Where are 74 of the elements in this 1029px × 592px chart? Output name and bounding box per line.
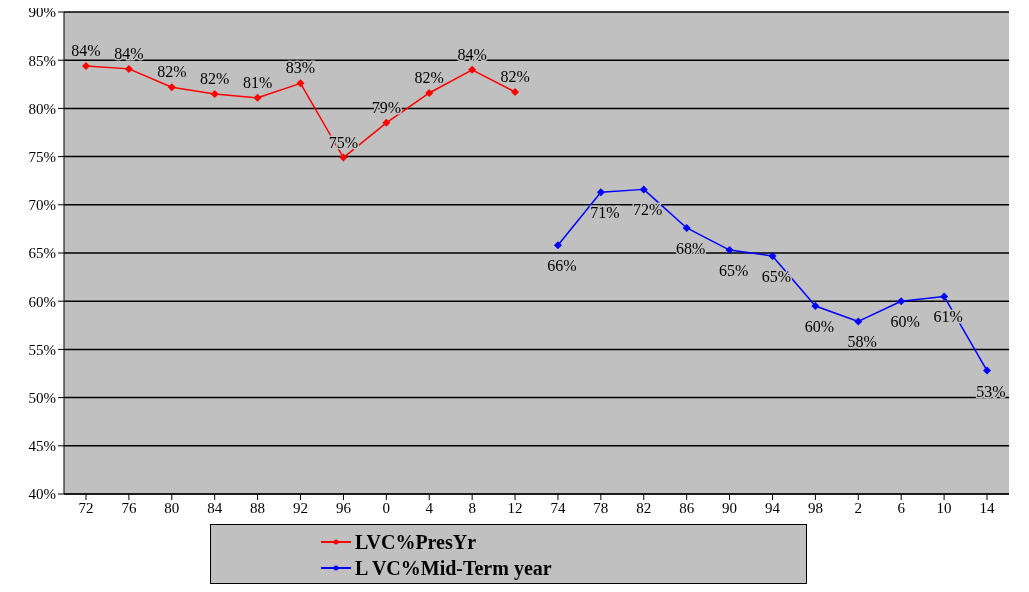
point: [639, 185, 648, 194]
point: [682, 223, 691, 232]
legend-label: LVC%PresYr: [355, 530, 477, 555]
data-label: 82%: [414, 68, 444, 86]
y-tick-label: 45%: [28, 438, 56, 455]
y-tick-label: 60%: [28, 293, 56, 310]
x-tick-label: 82: [636, 499, 652, 516]
data-label: 65%: [718, 262, 749, 280]
data-label: 60%: [890, 313, 920, 331]
data-label: 65%: [761, 267, 792, 285]
point: [811, 302, 820, 311]
point: [167, 83, 176, 92]
x-tick-label: 10: [936, 499, 952, 516]
x-tick-label: 4: [425, 499, 434, 516]
x-tick-label: 6: [897, 499, 906, 516]
y-tick-label: 40%: [28, 486, 56, 503]
x-tick-label: 8: [468, 499, 476, 516]
point: [940, 292, 949, 301]
point: [124, 64, 133, 73]
data-label: 66%: [547, 257, 577, 275]
point: [596, 188, 605, 197]
y-tick-label: 85%: [28, 52, 56, 69]
x-tick-label: 0: [382, 499, 391, 516]
data-label: 84%: [114, 44, 144, 62]
data-label: 84%: [71, 41, 101, 59]
x-tick-label: 88: [250, 499, 266, 516]
x-tick-label: 92: [293, 499, 309, 516]
y-tick-label: 65%: [28, 245, 56, 262]
data-label: 83%: [285, 59, 316, 77]
x-tick-label: 78: [593, 499, 609, 516]
point: [339, 153, 348, 162]
point: [253, 93, 262, 102]
data-label: 82%: [500, 68, 530, 86]
x-tick-label: 86: [679, 499, 695, 516]
data-label: 60%: [804, 318, 835, 336]
x-tick-label: 96: [335, 499, 352, 516]
point: [897, 297, 906, 306]
data-label: 53%: [976, 382, 1006, 400]
x-tick-label: 14: [979, 499, 995, 516]
x-tick-label: 84: [207, 499, 223, 516]
y-tick-label: 80%: [28, 100, 56, 117]
legend-label: L VC%Mid-Term year: [355, 556, 552, 581]
y-tick-label: 50%: [28, 389, 56, 406]
x-tick-label: 2: [854, 499, 863, 516]
y-tick-label: 75%: [28, 148, 56, 165]
x-tick-label: 90: [722, 499, 738, 516]
y-tick-label: 55%: [28, 341, 56, 358]
point: [382, 118, 391, 127]
y-tick-label: 90%: [28, 4, 56, 21]
point: [768, 251, 777, 260]
data-label: 81%: [242, 73, 273, 91]
data-label: 82%: [157, 63, 187, 81]
x-tick-label: 76: [121, 499, 137, 516]
data-label: 58%: [847, 333, 877, 351]
point: [725, 246, 734, 255]
x-tick-label: 74: [550, 499, 566, 516]
x-tick-label: 94: [764, 499, 781, 516]
point: [511, 88, 520, 97]
x-tick-label: 80: [164, 499, 180, 516]
point: [983, 366, 991, 375]
point: [854, 317, 863, 326]
point: [553, 241, 562, 250]
y-tick-label: 70%: [28, 197, 56, 214]
x-tick-label: 72: [78, 499, 94, 516]
point: [210, 89, 219, 98]
point: [468, 65, 477, 74]
data-label: 82%: [200, 69, 230, 87]
x-tick-label: 12: [507, 499, 523, 516]
point: [82, 61, 90, 70]
data-label: 84%: [457, 45, 487, 63]
point: [296, 79, 305, 88]
point: [425, 88, 434, 97]
x-tick-label: 98: [807, 499, 823, 516]
data-label: 71%: [590, 204, 620, 222]
